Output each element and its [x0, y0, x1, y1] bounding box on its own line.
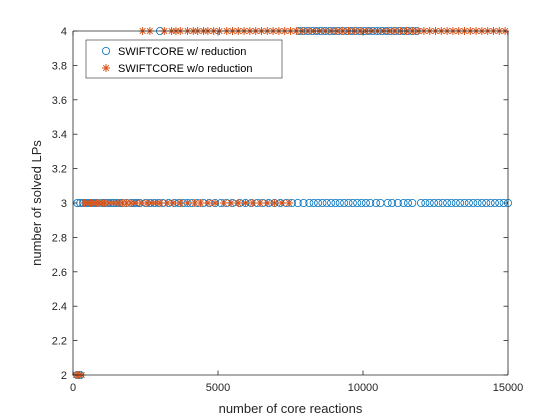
data-point	[277, 199, 286, 207]
data-point	[403, 198, 412, 207]
data-point	[314, 198, 323, 207]
data-point	[473, 198, 482, 207]
data-point	[456, 198, 465, 207]
data-point	[183, 199, 192, 207]
x-axis-label: number of core reactions	[219, 401, 363, 416]
legend-marker-asterisk	[102, 64, 110, 72]
y-tick-label: 3.6	[52, 95, 67, 107]
data-point	[447, 198, 456, 207]
data-point	[486, 198, 495, 207]
data-point	[256, 199, 265, 207]
data-point	[327, 198, 336, 207]
legend: SWIFTCORE w/ reduction SWIFTCORE w/o red…	[85, 39, 283, 79]
data-point	[227, 199, 236, 207]
data-point	[196, 199, 205, 207]
legend-box	[85, 39, 283, 79]
data-point	[270, 199, 279, 207]
y-tick-label: 3	[61, 198, 67, 210]
data-point	[344, 198, 353, 207]
data-point	[393, 198, 402, 207]
data-point	[169, 199, 178, 207]
data-point	[421, 198, 430, 207]
data-point	[357, 198, 366, 207]
data-point	[490, 198, 499, 207]
data-point	[285, 199, 294, 207]
data-point	[340, 198, 349, 207]
legend-label-with-reduction: SWIFTCORE w/ reduction	[118, 46, 246, 58]
y-tick-label: 3.8	[52, 60, 67, 72]
data-point	[131, 199, 140, 207]
data-point	[234, 199, 243, 207]
y-tick-label: 2.4	[52, 301, 67, 313]
x-tick-label: 0	[70, 382, 76, 394]
data-point	[348, 198, 357, 207]
data-point	[176, 199, 185, 207]
legend-asterisk-icon	[102, 64, 110, 72]
data-point	[443, 198, 452, 207]
legend-circle-icon	[102, 47, 111, 56]
y-axis-label: number of solved LPs	[29, 140, 44, 266]
data-point	[425, 198, 434, 207]
data-point	[353, 198, 362, 207]
x-tick-label: 15000	[493, 382, 524, 394]
data-point	[309, 198, 318, 207]
data-point	[451, 198, 460, 207]
data-point	[366, 198, 375, 207]
data-point	[263, 199, 272, 207]
x-tick-label: 10000	[348, 382, 379, 394]
data-point	[416, 198, 425, 207]
y-tick-label: 3.2	[52, 164, 67, 176]
data-point	[460, 198, 469, 207]
data-point	[361, 198, 370, 207]
y-tick-label: 3.4	[52, 129, 67, 141]
data-point	[464, 198, 473, 207]
data-point	[293, 198, 302, 207]
data-point	[469, 198, 478, 207]
data-point	[399, 198, 408, 207]
data-point	[163, 199, 172, 207]
data-point	[156, 199, 164, 207]
data-point	[482, 198, 491, 207]
data-point	[408, 198, 417, 207]
y-tick-label: 2.6	[52, 267, 67, 279]
x-tick-label: 5000	[206, 382, 230, 394]
data-point	[434, 198, 443, 207]
data-point	[331, 198, 340, 207]
data-point	[372, 198, 381, 207]
y-tick-label: 4	[61, 26, 67, 38]
data-point	[335, 198, 344, 207]
y-tick-label: 2.8	[52, 232, 67, 244]
data-point	[248, 199, 257, 207]
data-point	[137, 199, 146, 207]
data-point	[203, 199, 212, 207]
series-1	[71, 27, 510, 379]
data-point	[387, 198, 396, 207]
data-point	[305, 198, 314, 207]
y-tick-label: 2.2	[52, 336, 67, 348]
legend-marker-circle	[102, 47, 111, 56]
axes-layer: 0 5000 10000 15000 2 2.2 2.4 2.6 2.8 3 3.2 3.4 3.6 3.…	[52, 26, 524, 394]
data-point	[495, 198, 504, 207]
data-point	[477, 198, 486, 207]
data-point	[438, 198, 447, 207]
legend-label-without-reduction: SWIFTCORE w/o reduction	[118, 63, 252, 75]
data-point	[299, 198, 308, 207]
data-point	[318, 198, 327, 207]
data-point	[322, 198, 331, 207]
data-point	[430, 198, 439, 207]
data-point	[241, 199, 250, 207]
data-point	[219, 199, 228, 207]
data-point	[211, 199, 220, 207]
data-point	[383, 198, 392, 207]
y-tick-label: 2	[61, 370, 67, 382]
